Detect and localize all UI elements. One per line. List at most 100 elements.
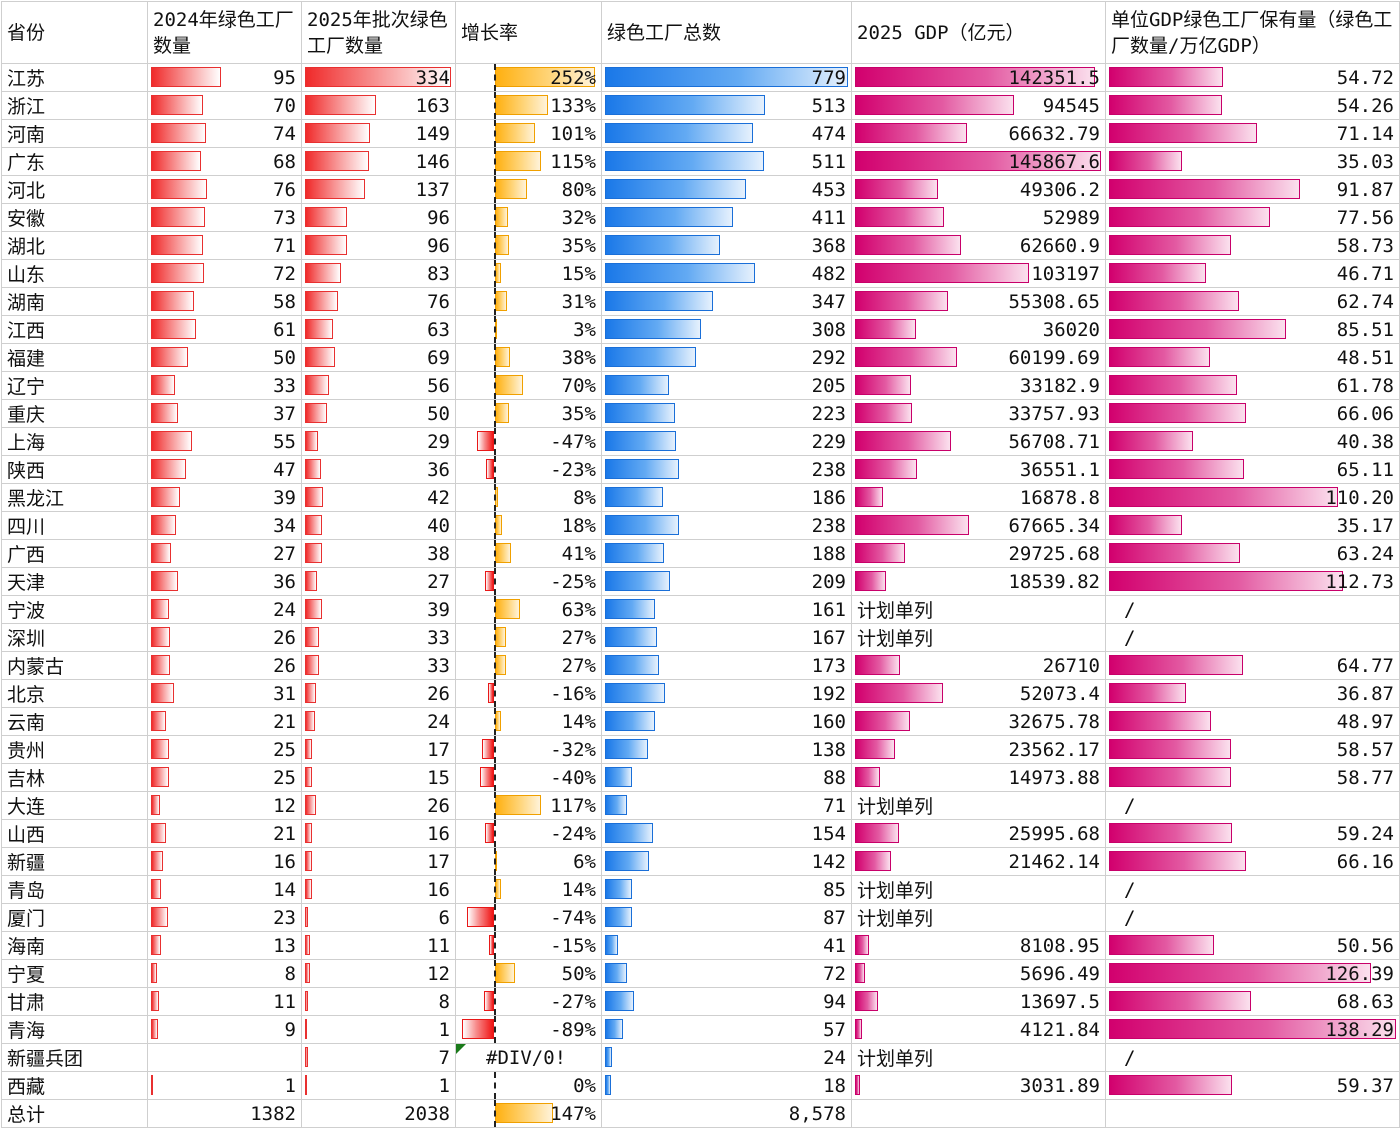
- total-cell[interactable]: 779: [601, 63, 852, 92]
- total-cell[interactable]: 513: [601, 91, 852, 120]
- total-cell[interactable]: 154: [601, 819, 852, 848]
- total-cell[interactable]: 94: [601, 987, 852, 1016]
- total-cell[interactable]: 238: [601, 455, 852, 484]
- count-2025-cell[interactable]: 17: [301, 847, 456, 876]
- growth-cell[interactable]: 63%: [455, 595, 602, 624]
- count-2024-cell[interactable]: 74: [147, 119, 302, 148]
- header-factories-per-gdp[interactable]: 单位GDP绿色工厂保有量（绿色工厂数量/万亿GDP）: [1105, 1, 1400, 64]
- header-province[interactable]: 省份: [1, 1, 148, 64]
- gdp-cell[interactable]: 计划单列: [851, 623, 1106, 652]
- province-name[interactable]: 厦门: [1, 903, 148, 932]
- province-name[interactable]: 山西: [1, 819, 148, 848]
- per-gdp-cell[interactable]: 48.97: [1105, 707, 1400, 736]
- count-2024-cell[interactable]: 16: [147, 847, 302, 876]
- total-cell[interactable]: 57: [601, 1015, 852, 1044]
- growth-cell[interactable]: 3%: [455, 315, 602, 344]
- per-gdp-cell[interactable]: 85.51: [1105, 315, 1400, 344]
- count-2024-cell[interactable]: 33: [147, 371, 302, 400]
- growth-cell[interactable]: 27%: [455, 623, 602, 652]
- count-2025-cell[interactable]: 16: [301, 875, 456, 904]
- total-cell[interactable]: 85: [601, 875, 852, 904]
- header-2025-batch-count[interactable]: 2025年批次绿色工厂数量: [301, 1, 456, 64]
- province-name[interactable]: 河南: [1, 119, 148, 148]
- total-cell[interactable]: 308: [601, 315, 852, 344]
- totals-growth-cell[interactable]: 147%: [455, 1099, 602, 1128]
- per-gdp-cell[interactable]: 58.77: [1105, 763, 1400, 792]
- count-2025-cell[interactable]: 24: [301, 707, 456, 736]
- count-2025-cell[interactable]: 38: [301, 539, 456, 568]
- growth-cell[interactable]: -74%: [455, 903, 602, 932]
- count-2024-cell[interactable]: 1: [147, 1071, 302, 1100]
- growth-cell[interactable]: 14%: [455, 707, 602, 736]
- count-2025-cell[interactable]: 137: [301, 175, 456, 204]
- header-gdp-2025[interactable]: 2025 GDP（亿元）: [851, 1, 1106, 64]
- province-name[interactable]: 大连: [1, 791, 148, 820]
- province-name[interactable]: 吉林: [1, 763, 148, 792]
- per-gdp-cell[interactable]: 68.63: [1105, 987, 1400, 1016]
- count-2025-cell[interactable]: 8: [301, 987, 456, 1016]
- count-2024-cell[interactable]: 55: [147, 427, 302, 456]
- count-2024-cell[interactable]: 95: [147, 63, 302, 92]
- count-2024-cell[interactable]: 58: [147, 287, 302, 316]
- count-2024-cell[interactable]: 13: [147, 931, 302, 960]
- per-gdp-cell[interactable]: 54.26: [1105, 91, 1400, 120]
- province-name[interactable]: 陕西: [1, 455, 148, 484]
- growth-cell[interactable]: 18%: [455, 511, 602, 540]
- province-name[interactable]: 河北: [1, 175, 148, 204]
- per-gdp-cell[interactable]: 46.71: [1105, 259, 1400, 288]
- count-2024-cell[interactable]: 14: [147, 875, 302, 904]
- per-gdp-cell[interactable]: 63.24: [1105, 539, 1400, 568]
- province-name[interactable]: 浙江: [1, 91, 148, 120]
- province-name[interactable]: 天津: [1, 567, 148, 596]
- province-name[interactable]: 宁夏: [1, 959, 148, 988]
- growth-cell[interactable]: 0%: [455, 1071, 602, 1100]
- count-2024-cell[interactable]: 21: [147, 707, 302, 736]
- count-2024-cell[interactable]: 11: [147, 987, 302, 1016]
- province-name[interactable]: 重庆: [1, 399, 148, 428]
- province-name[interactable]: 西藏: [1, 1071, 148, 1100]
- count-2025-cell[interactable]: 26: [301, 791, 456, 820]
- count-2025-cell[interactable]: 16: [301, 819, 456, 848]
- header-growth-rate[interactable]: 增长率: [455, 1, 602, 64]
- count-2025-cell[interactable]: 1: [301, 1071, 456, 1100]
- count-2025-cell[interactable]: 39: [301, 595, 456, 624]
- count-2024-cell[interactable]: 68: [147, 147, 302, 176]
- total-cell[interactable]: 87: [601, 903, 852, 932]
- count-2025-cell[interactable]: 11: [301, 931, 456, 960]
- gdp-cell[interactable]: 142351.5: [851, 63, 1106, 92]
- province-name[interactable]: 内蒙古: [1, 651, 148, 680]
- total-cell[interactable]: 88: [601, 763, 852, 792]
- total-cell[interactable]: 142: [601, 847, 852, 876]
- count-2025-cell[interactable]: 149: [301, 119, 456, 148]
- per-gdp-cell[interactable]: 50.56: [1105, 931, 1400, 960]
- growth-cell[interactable]: 27%: [455, 651, 602, 680]
- gdp-cell[interactable]: 60199.69: [851, 343, 1106, 372]
- growth-cell[interactable]: 117%: [455, 791, 602, 820]
- growth-cell[interactable]: 6%: [455, 847, 602, 876]
- total-cell[interactable]: 173: [601, 651, 852, 680]
- per-gdp-cell[interactable]: 65.11: [1105, 455, 1400, 484]
- total-cell[interactable]: 411: [601, 203, 852, 232]
- count-2025-cell[interactable]: 96: [301, 231, 456, 260]
- per-gdp-cell[interactable]: 112.73: [1105, 567, 1400, 596]
- count-2024-cell[interactable]: 37: [147, 399, 302, 428]
- total-cell[interactable]: 511: [601, 147, 852, 176]
- count-2024-cell[interactable]: [147, 1043, 302, 1072]
- gdp-cell[interactable]: 33757.93: [851, 399, 1106, 428]
- count-2024-cell[interactable]: 21: [147, 819, 302, 848]
- header-2024-count[interactable]: 2024年绿色工厂数量: [147, 1, 302, 64]
- totals-2025[interactable]: 2038: [301, 1099, 456, 1128]
- province-name[interactable]: 宁波: [1, 595, 148, 624]
- count-2024-cell[interactable]: 31: [147, 679, 302, 708]
- gdp-cell[interactable]: 4121.84: [851, 1015, 1106, 1044]
- growth-cell[interactable]: 38%: [455, 343, 602, 372]
- gdp-cell[interactable]: 56708.71: [851, 427, 1106, 456]
- total-cell[interactable]: 205: [601, 371, 852, 400]
- count-2024-cell[interactable]: 8: [147, 959, 302, 988]
- province-name[interactable]: 江苏: [1, 63, 148, 92]
- total-cell[interactable]: 453: [601, 175, 852, 204]
- total-cell[interactable]: 347: [601, 287, 852, 316]
- growth-cell[interactable]: 101%: [455, 119, 602, 148]
- count-2024-cell[interactable]: 47: [147, 455, 302, 484]
- per-gdp-cell[interactable]: 58.73: [1105, 231, 1400, 260]
